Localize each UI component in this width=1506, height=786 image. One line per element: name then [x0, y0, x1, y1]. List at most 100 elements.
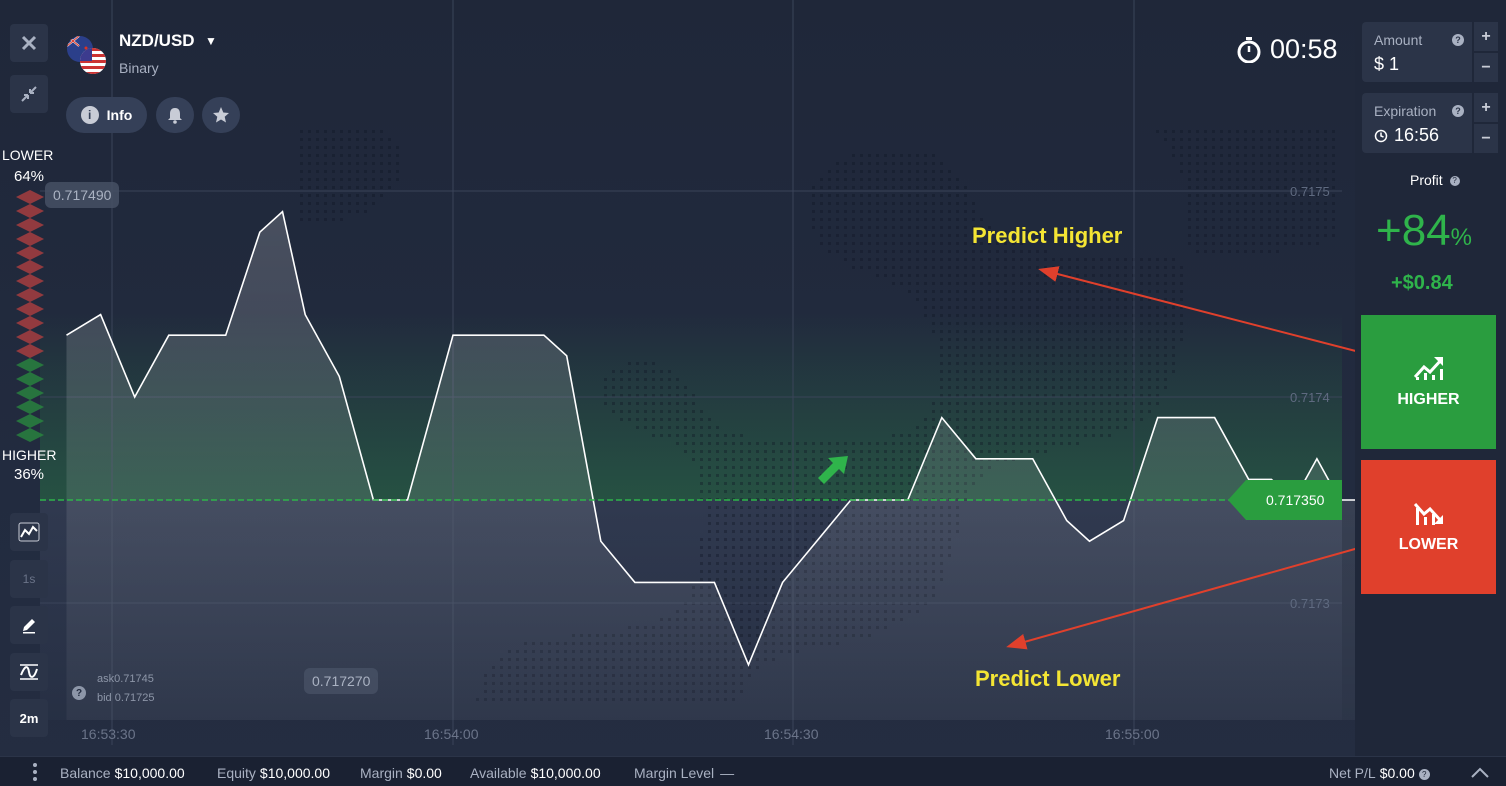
- close-button[interactable]: [10, 24, 48, 62]
- balance-item: Balance $10,000.00: [60, 765, 185, 781]
- amount-increase-button[interactable]: +: [1474, 22, 1498, 51]
- balance-value: $10,000.00: [114, 765, 185, 781]
- expiration-field[interactable]: Expiration ? 16:56: [1362, 93, 1472, 153]
- bell-icon: [168, 108, 182, 124]
- alert-button[interactable]: [156, 97, 194, 133]
- interval-label: 1s: [22, 572, 36, 586]
- clock-icon: [1374, 129, 1388, 142]
- equity-value: $10,000.00: [259, 765, 330, 781]
- profit-amount: +$0.84: [1391, 272, 1453, 294]
- expiration-label: Expiration: [1374, 103, 1437, 119]
- line-chart-icon: [18, 522, 40, 542]
- info-button[interactable]: i Info: [66, 97, 147, 133]
- amount-decrease-button[interactable]: −: [1474, 53, 1498, 82]
- amount-label: Amount: [1374, 32, 1423, 48]
- x-tick-label: 16:55:00: [1105, 726, 1160, 742]
- sentiment-lower-pct: 64%: [14, 168, 45, 185]
- timeframe-label: 2m: [19, 710, 39, 726]
- x-tick-label: 16:53:30: [81, 726, 136, 742]
- timeframe-button[interactable]: 2m: [10, 699, 48, 737]
- more-options-icon[interactable]: [33, 763, 37, 781]
- y-tick-label: 0.7173: [1290, 596, 1330, 611]
- min-price-label: 0.717270: [304, 668, 379, 694]
- chevron-up-icon[interactable]: [1470, 765, 1490, 779]
- close-icon: [21, 35, 37, 51]
- asset-name[interactable]: NZD/USD: [119, 31, 195, 50]
- higher-button[interactable]: HIGHER: [1361, 315, 1496, 449]
- lower-label: LOWER: [1398, 536, 1459, 553]
- available-value: $10,000.00: [530, 765, 601, 781]
- margin-label: Margin: [360, 765, 403, 781]
- info-label: Info: [106, 107, 133, 123]
- trend-up-icon: [1413, 357, 1443, 380]
- info-icon: i: [80, 106, 99, 124]
- expiration-value-wrap[interactable]: 16:56: [1374, 125, 1439, 146]
- sentiment-bar: [16, 190, 44, 442]
- margin-item: Margin $0.00: [360, 765, 442, 781]
- equity-label: Equity: [217, 765, 256, 781]
- margin-level-label: Margin Level: [634, 765, 715, 781]
- profit-percent: +84%: [1376, 206, 1472, 256]
- profit-percent-sign: %: [1450, 224, 1472, 251]
- annotation-arrows: [1006, 266, 1376, 650]
- sentiment-lower-label: LOWER: [2, 147, 54, 163]
- profit-label-wrap: Profit ?: [1410, 172, 1460, 188]
- question-icon[interactable]: ?: [1452, 105, 1464, 117]
- equity-item: Equity $10,000.00: [217, 765, 330, 781]
- lower-button[interactable]: LOWER: [1361, 460, 1496, 594]
- trend-down-icon: [1413, 502, 1443, 525]
- question-icon[interactable]: ?: [1449, 176, 1460, 186]
- asset-type: Binary: [119, 60, 159, 76]
- annotation-predict-higher: Predict Higher: [972, 223, 1123, 248]
- question-icon[interactable]: ?: [72, 686, 86, 700]
- question-icon[interactable]: ?: [1452, 34, 1464, 46]
- price-chart[interactable]: [0, 0, 1355, 756]
- higher-label: HIGHER: [1397, 391, 1460, 408]
- interval-button[interactable]: 1s: [10, 560, 48, 598]
- indicators-button[interactable]: [10, 653, 48, 691]
- pencil-icon: [23, 619, 35, 634]
- ask-price: ask0.71745: [97, 673, 154, 685]
- collapse-icon: [21, 86, 37, 102]
- expiration-value: 16:56: [1394, 125, 1440, 145]
- balance-label: Balance: [60, 765, 111, 781]
- margin-level-item: Margin Level —: [634, 765, 734, 781]
- timer-value: 00:58: [1270, 34, 1338, 64]
- margin-value: $0.00: [406, 765, 442, 781]
- bid-price: bid 0.71725: [97, 692, 155, 704]
- amount-value[interactable]: $ 1: [1374, 54, 1400, 74]
- favorite-button[interactable]: [202, 97, 240, 133]
- expiration-increase-button[interactable]: +: [1474, 93, 1498, 122]
- current-price-value: 0.717350: [1266, 492, 1325, 508]
- net-pl-value: $0.00: [1379, 765, 1415, 781]
- star-icon: [213, 107, 229, 123]
- amount-field[interactable]: Amount ? $ 1: [1362, 22, 1472, 82]
- sentiment-higher-label: HIGHER: [2, 447, 57, 463]
- annotation-predict-lower: Predict Lower: [975, 666, 1121, 691]
- available-item: Available $10,000.00: [470, 765, 601, 781]
- margin-level-value: —: [720, 765, 735, 781]
- account-status-bar: Balance $10,000.00 Equity $10,000.00 Margi…: [0, 756, 1506, 786]
- question-icon[interactable]: ?: [1418, 769, 1430, 780]
- sentiment-higher-pct: 36%: [14, 466, 45, 483]
- draw-tool-button[interactable]: [10, 606, 48, 644]
- minimize-button[interactable]: [10, 75, 48, 113]
- y-tick-label: 0.7174: [1290, 390, 1330, 405]
- current-price-tag: [1228, 480, 1342, 520]
- stopwatch-icon: [1237, 36, 1261, 63]
- expiration-decrease-button[interactable]: −: [1474, 124, 1498, 153]
- chart-canvas: [40, 0, 1355, 745]
- y-tick-label: 0.7175: [1290, 184, 1330, 199]
- profit-percent-value: +84: [1376, 206, 1451, 255]
- chart-type-button[interactable]: [10, 513, 48, 551]
- price-area-fill: [66, 211, 1355, 720]
- us-flag-icon: [80, 48, 106, 74]
- x-tick-label: 16:54:30: [764, 726, 819, 742]
- trend-up-arrow-icon: [818, 456, 848, 484]
- available-label: Available: [470, 765, 527, 781]
- chevron-down-icon[interactable]: ▼: [205, 34, 217, 48]
- max-price-label: 0.717490: [45, 182, 120, 208]
- profit-label: Profit: [1410, 172, 1443, 188]
- net-pl-label: Net P/L: [1329, 765, 1376, 781]
